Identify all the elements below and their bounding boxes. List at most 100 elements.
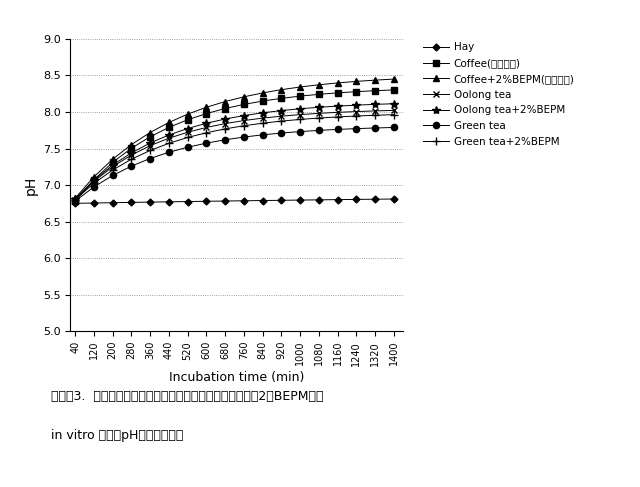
Green tea+2%BEPM	[278, 118, 285, 124]
Coffee(比較例１)	[315, 92, 323, 97]
Hay	[315, 197, 323, 203]
Green tea	[184, 144, 191, 150]
Green tea	[221, 137, 229, 143]
Oolong tea+2%BEPM	[259, 110, 266, 116]
Oolong tea	[296, 112, 304, 117]
Coffee+2%BEPM(実施例１)	[278, 87, 285, 93]
Legend: Hay, Coffee(比較例１), Coffee+2%BEPM(実施例１), Oolong tea, Oolong tea+2%BEPM, Green tea: Hay, Coffee(比較例１), Coffee+2%BEPM(実施例１), …	[419, 38, 579, 151]
Coffee(比較例１)	[333, 90, 341, 96]
Green tea	[278, 130, 285, 136]
Oolong tea+2%BEPM	[333, 103, 341, 109]
Coffee(比較例１)	[71, 198, 79, 204]
Hay	[127, 200, 135, 206]
Oolong tea+2%BEPM	[240, 112, 248, 118]
Coffee+2%BEPM(実施例１)	[390, 76, 397, 82]
Oolong tea+2%BEPM	[278, 108, 285, 113]
Coffee(比較例１)	[296, 93, 304, 99]
Y-axis label: pH: pH	[24, 175, 37, 195]
Green tea	[71, 198, 79, 204]
Oolong tea+2%BEPM	[184, 126, 191, 131]
Coffee(比較例１)	[184, 117, 191, 123]
Coffee+2%BEPM(実施例１)	[127, 142, 135, 148]
Green tea	[333, 127, 341, 132]
Green tea	[353, 126, 360, 131]
Coffee+2%BEPM(実施例１)	[147, 130, 154, 135]
Oolong tea+2%BEPM	[71, 196, 79, 202]
Line: Oolong tea: Oolong tea	[72, 107, 397, 203]
Green tea+2%BEPM	[240, 123, 248, 129]
Coffee(比較例１)	[165, 125, 173, 131]
Oolong tea	[127, 152, 135, 158]
Oolong tea+2%BEPM	[90, 177, 98, 183]
Oolong tea	[202, 125, 210, 131]
Green tea	[202, 140, 210, 146]
Hay	[90, 200, 98, 206]
Line: Hay: Hay	[73, 197, 396, 206]
Oolong tea+2%BEPM	[353, 102, 360, 108]
Oolong tea+2%BEPM	[390, 101, 397, 107]
Oolong tea	[109, 164, 116, 169]
Oolong tea	[184, 130, 191, 135]
Hay	[202, 198, 210, 204]
Oolong tea	[259, 115, 266, 121]
Oolong tea	[353, 109, 360, 114]
Coffee(比較例１)	[90, 177, 98, 183]
Oolong tea+2%BEPM	[127, 150, 135, 156]
Coffee+2%BEPM(実施例１)	[184, 111, 191, 117]
Green tea	[127, 163, 135, 169]
Coffee(比較例１)	[240, 101, 248, 107]
Green tea+2%BEPM	[127, 156, 135, 162]
Oolong tea	[333, 110, 341, 115]
Oolong tea	[90, 178, 98, 184]
Green tea+2%BEPM	[90, 181, 98, 187]
Oolong tea	[71, 197, 79, 203]
Green tea+2%BEPM	[202, 130, 210, 136]
Hay	[390, 196, 397, 202]
Green tea+2%BEPM	[390, 112, 397, 117]
Green tea	[390, 125, 397, 131]
Oolong tea+2%BEPM	[109, 162, 116, 168]
Coffee(比較例１)	[147, 134, 154, 140]
Green tea+2%BEPM	[259, 120, 266, 126]
Coffee+2%BEPM(実施例１)	[202, 104, 210, 110]
Text: in vitro 培養液pHに及ぼす影響: in vitro 培養液pHに及ぼす影響	[51, 429, 184, 442]
Hay	[221, 198, 229, 204]
X-axis label: Incubation time (min): Incubation time (min)	[169, 371, 305, 384]
Coffee+2%BEPM(実施例１)	[371, 77, 379, 83]
Coffee(比較例１)	[221, 106, 229, 112]
Green tea+2%BEPM	[165, 140, 173, 146]
Line: Green tea: Green tea	[72, 124, 397, 204]
Oolong tea	[165, 135, 173, 141]
Green tea	[259, 132, 266, 138]
Coffee+2%BEPM(実施例１)	[296, 84, 304, 90]
Oolong tea+2%BEPM	[147, 140, 154, 146]
Hay	[71, 201, 79, 206]
Green tea	[109, 172, 116, 178]
Oolong tea+2%BEPM	[165, 132, 173, 138]
Hay	[259, 198, 266, 204]
Line: Oolong tea+2%BEPM: Oolong tea+2%BEPM	[71, 99, 398, 203]
Hay	[353, 196, 360, 202]
Coffee+2%BEPM(実施例１)	[165, 119, 173, 125]
Coffee+2%BEPM(実施例１)	[315, 82, 323, 88]
Oolong tea+2%BEPM	[296, 106, 304, 112]
Coffee(比較例１)	[353, 89, 360, 94]
Hay	[165, 199, 173, 205]
Oolong tea	[390, 108, 397, 113]
Hay	[296, 197, 304, 203]
Coffee+2%BEPM(実施例１)	[333, 80, 341, 86]
Green tea	[165, 150, 173, 155]
Green tea+2%BEPM	[315, 115, 323, 121]
Line: Green tea+2%BEPM: Green tea+2%BEPM	[71, 111, 398, 204]
Oolong tea	[371, 108, 379, 114]
Coffee+2%BEPM(実施例１)	[353, 78, 360, 84]
Green tea+2%BEPM	[333, 114, 341, 120]
Coffee(比較例１)	[259, 98, 266, 104]
Green tea	[371, 125, 379, 131]
Line: Coffee+2%BEPM(実施例１): Coffee+2%BEPM(実施例１)	[72, 75, 397, 202]
Coffee(比較例１)	[278, 95, 285, 101]
Green tea+2%BEPM	[184, 134, 191, 140]
Coffee(比較例１)	[202, 111, 210, 116]
Green tea	[90, 184, 98, 190]
Coffee(比較例１)	[127, 145, 135, 151]
